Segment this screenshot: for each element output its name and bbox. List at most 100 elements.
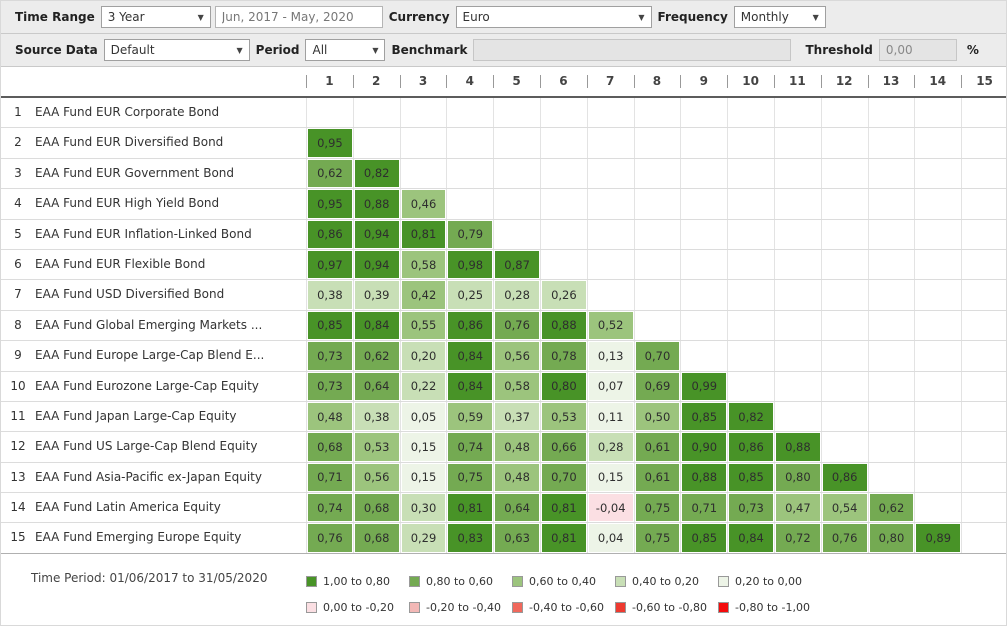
matrix-cell-slot: 0,62 [867,493,915,523]
correlation-cell: 0,81 [448,494,493,522]
matrix-cell-slot: 0,62 [306,158,353,189]
matrix-cell-slot: 0,50 [633,401,681,432]
matrix-cell-slot: 0,80 [867,523,915,553]
correlation-cell: 0,85 [308,311,352,340]
source-data-label: Source Data [15,43,98,57]
matrix-cell-slot: 0,76 [493,310,540,341]
matrix-cell-slot: 0,76 [306,523,353,553]
frequency-select[interactable]: Monthly ▼ [733,6,826,28]
matrix-cell-slot [820,280,868,310]
matrix-cell-slot [914,462,961,493]
correlation-cell: 0,42 [401,281,446,309]
threshold-label: Threshold [805,43,873,57]
matrix-cell-slot: 0,56 [352,462,400,493]
period-select[interactable]: All ▼ [305,39,386,61]
matrix-cell-slot [867,462,915,493]
date-range-input[interactable] [214,6,383,28]
matrix-cell-slot: 0,22 [399,371,447,401]
matrix-cell-slot: 0,29 [399,523,447,553]
legend-item: 0,00 to -0,20 [306,601,409,614]
matrix-cell-slot [539,128,587,158]
row-label: EAA Fund US Large-Cap Blend Equity [35,439,258,454]
matrix-cell-slot [961,462,1006,493]
matrix-cell-slot: 0,76 [820,523,868,553]
column-header: 10 [727,67,774,96]
matrix-cell-slot: 0,47 [773,493,821,523]
matrix-cell-slot [446,98,493,128]
correlation-cell: 0,95 [308,190,352,218]
correlation-cell: 0,86 [448,311,493,340]
correlation-cell: 0,76 [495,311,539,340]
row-label: EAA Fund EUR Government Bond [35,165,235,180]
time-range-label: Time Range [15,10,95,24]
currency-select[interactable]: Euro ▼ [455,6,652,28]
benchmark-input[interactable] [473,39,792,61]
legend-item: 1,00 to 0,80 [306,575,409,588]
matrix-cell-slot [633,128,681,158]
matrix-cell-slot: 0,80 [539,371,587,401]
correlation-cell: 0,62 [354,342,399,370]
time-range-select[interactable]: 3 Year ▼ [100,6,211,28]
matrix-cell-slot: 0,07 [586,371,634,401]
matrix-cell-slot: 0,88 [680,462,727,493]
matrix-cell-slot: 0,66 [539,432,587,462]
correlation-cell: 0,76 [822,524,867,552]
correlation-cell: 0,48 [308,402,352,431]
matrix-cell-slot: 0,78 [539,341,587,371]
chevron-down-icon: ▼ [372,45,379,55]
row-label: EAA Fund Europe Large-Cap Blend E... [35,348,265,363]
correlation-cell: 0,28 [588,433,633,461]
column-header: 2 [352,67,400,96]
matrix-cell-slot [961,280,1006,310]
row-number: 7 [14,287,22,302]
threshold-input[interactable] [878,39,957,61]
matrix-cell-slot: 0,20 [399,341,447,371]
legend-swatch-icon [615,602,626,614]
legend-swatch-icon [409,576,420,588]
matrix-cell-slot: 0,71 [680,493,727,523]
matrix-cell-slot: 0,37 [493,401,540,432]
matrix-cell-slot [680,310,727,341]
matrix-row: 6 EAA Fund EUR Flexible Bond 0,97 0,94 0,58 0… [1,249,1006,281]
matrix-cell-slot: 0,59 [446,401,493,432]
source-data-select[interactable]: Default ▼ [103,39,250,61]
matrix-cell-slot [727,280,774,310]
matrix-cell-slot [820,432,868,462]
column-header: 11 [773,67,821,96]
correlation-cell: 0,73 [308,372,352,400]
legend-item: 0,20 to 0,00 [718,575,821,588]
matrix-cell-slot [914,158,961,189]
correlation-cell: 0,88 [541,311,586,340]
correlation-cell: 0,22 [401,372,446,400]
matrix-cell-slot: 0,38 [352,401,400,432]
matrix-cell-slot: 0,28 [493,280,540,310]
matrix-cell-slot [867,189,915,219]
matrix-cell-slot [820,128,868,158]
matrix-cell-slot: 0,89 [914,523,961,553]
correlation-cell: 0,63 [495,524,539,552]
correlation-cell: 0,07 [588,372,633,400]
matrix-cell-slot: 0,72 [773,523,821,553]
correlation-cell: 0,61 [635,463,680,492]
row-number: 3 [14,165,22,180]
legend-item: -0,40 to -0,60 [512,601,615,614]
matrix-cell-slot [727,189,774,219]
matrix-cell-slot: 0,87 [493,249,540,280]
matrix-cell-slot: 0,58 [493,371,540,401]
matrix-cell-slot [586,219,634,249]
correlation-cell: 0,87 [495,250,539,279]
matrix-row: 14 EAA Fund Latin America Equity 0,74 0,68 0… [1,493,1006,524]
correlation-cell: 0,26 [541,281,586,309]
matrix-cell-slot: 0,75 [633,493,681,523]
matrix-cell-slot [586,280,634,310]
matrix-cell-slot: 0,83 [446,523,493,553]
matrix-cell-slot [820,401,868,432]
matrix-cell-slot: 0,95 [306,128,353,158]
legend-label: 0,80 to 0,60 [426,575,494,589]
correlation-cell: 0,76 [308,524,352,552]
legend-item: 0,80 to 0,60 [409,575,512,588]
matrix-cell-slot [680,189,727,219]
legend-label: 0,40 to 0,20 [632,575,700,589]
matrix-cell-slot [914,493,961,523]
matrix-cell-slot: 0,15 [399,462,447,493]
